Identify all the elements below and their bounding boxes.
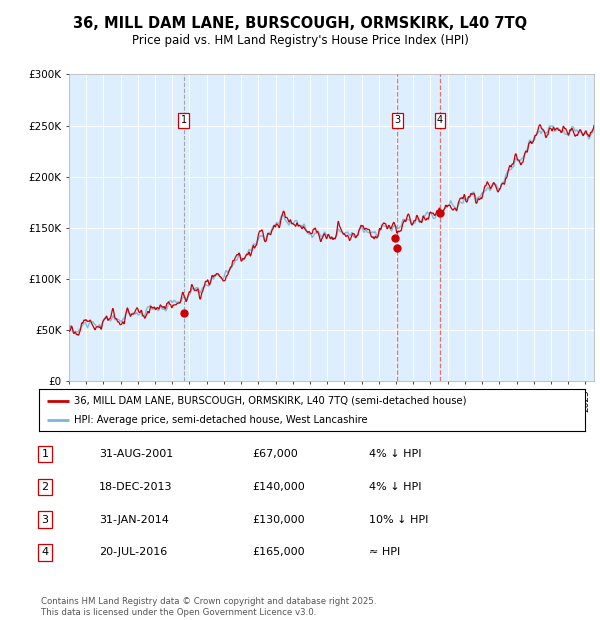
Text: 10% ↓ HPI: 10% ↓ HPI — [369, 515, 428, 525]
Point — [179, 308, 188, 317]
Text: 4% ↓ HPI: 4% ↓ HPI — [369, 449, 421, 459]
Text: 31-AUG-2001: 31-AUG-2001 — [99, 449, 173, 459]
Text: 4: 4 — [437, 115, 443, 125]
Text: £130,000: £130,000 — [252, 515, 305, 525]
Point — [392, 243, 402, 253]
Text: ≈ HPI: ≈ HPI — [369, 547, 400, 557]
Text: £67,000: £67,000 — [252, 449, 298, 459]
Text: 1: 1 — [41, 449, 49, 459]
Point — [435, 208, 445, 218]
Text: 1: 1 — [181, 115, 187, 125]
Text: HPI: Average price, semi-detached house, West Lancashire: HPI: Average price, semi-detached house,… — [74, 415, 368, 425]
Text: 18-DEC-2013: 18-DEC-2013 — [99, 482, 173, 492]
Text: 31-JAN-2014: 31-JAN-2014 — [99, 515, 169, 525]
Text: Price paid vs. HM Land Registry's House Price Index (HPI): Price paid vs. HM Land Registry's House … — [131, 34, 469, 47]
Text: 20-JUL-2016: 20-JUL-2016 — [99, 547, 167, 557]
Text: £140,000: £140,000 — [252, 482, 305, 492]
Text: 4% ↓ HPI: 4% ↓ HPI — [369, 482, 421, 492]
Text: 4: 4 — [41, 547, 49, 557]
Point — [391, 233, 400, 243]
Text: 3: 3 — [41, 515, 49, 525]
Text: 3: 3 — [394, 115, 401, 125]
Text: 36, MILL DAM LANE, BURSCOUGH, ORMSKIRK, L40 7TQ (semi-detached house): 36, MILL DAM LANE, BURSCOUGH, ORMSKIRK, … — [74, 396, 467, 405]
Text: 2: 2 — [41, 482, 49, 492]
Text: Contains HM Land Registry data © Crown copyright and database right 2025.
This d: Contains HM Land Registry data © Crown c… — [41, 598, 376, 617]
Text: £165,000: £165,000 — [252, 547, 305, 557]
Text: 36, MILL DAM LANE, BURSCOUGH, ORMSKIRK, L40 7TQ: 36, MILL DAM LANE, BURSCOUGH, ORMSKIRK, … — [73, 16, 527, 30]
